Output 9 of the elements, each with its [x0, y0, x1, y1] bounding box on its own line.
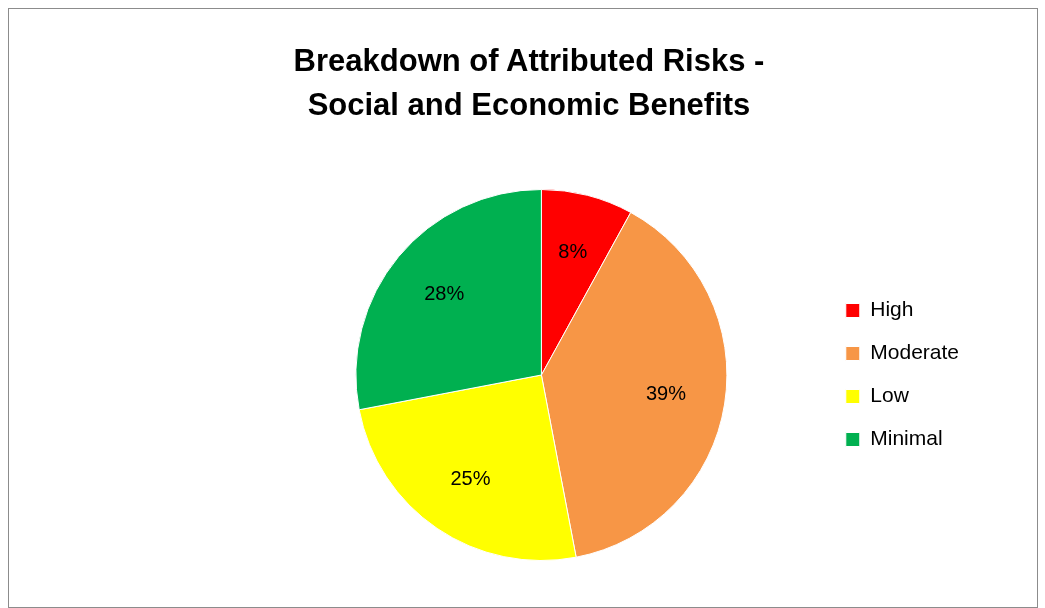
- legend-label: High: [870, 297, 914, 321]
- data-label: 8%: [558, 240, 588, 263]
- legend-label: Moderate: [870, 340, 959, 364]
- data-label: 25%: [450, 466, 491, 489]
- data-label: 28%: [424, 282, 465, 305]
- legend-label: Minimal: [870, 426, 943, 450]
- data-label: 39%: [645, 382, 687, 405]
- legend-label: Low: [870, 383, 910, 407]
- chart-title: Breakdown of Attributed Risks - Social and Economic Benefits: [292, 42, 766, 124]
